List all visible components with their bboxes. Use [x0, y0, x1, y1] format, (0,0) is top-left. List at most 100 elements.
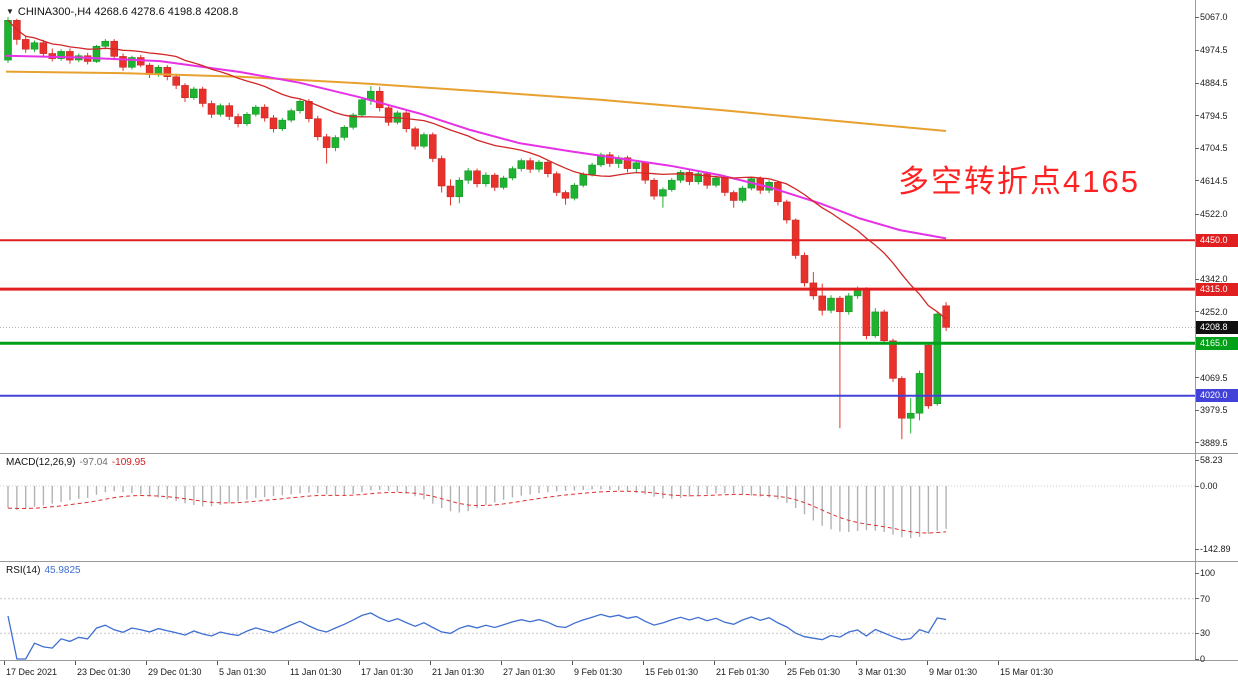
candle-body	[340, 127, 349, 138]
macd-histogram	[7, 486, 947, 539]
macd-indicator-label: MACD(12,26,9) -97.04 -109.95	[6, 457, 150, 468]
ma-medium-line	[5, 54, 947, 240]
rsi-axis-label: 100	[1200, 568, 1216, 578]
candle-body	[499, 177, 508, 188]
price-axis-tick	[1195, 442, 1199, 444]
price-axis-tick	[1195, 213, 1199, 215]
candle-body	[269, 117, 278, 130]
rsi-line	[7, 612, 947, 660]
price-axis-label: 4522.0	[1200, 209, 1228, 220]
main-chart-plot[interactable]	[0, 0, 1196, 453]
candle-body	[402, 112, 411, 130]
candle-body	[181, 85, 189, 98]
rsi-axis-tick	[1195, 658, 1199, 660]
price-axis-label: 4069.5	[1200, 372, 1228, 383]
candle-body	[774, 182, 782, 203]
date-tick	[927, 661, 928, 665]
price-axis-label: 4884.5	[1200, 78, 1228, 89]
candle-body	[491, 174, 499, 188]
ma-slow-line	[5, 70, 947, 132]
annotation-text[interactable]: 多空转折点4165	[898, 164, 1140, 199]
candle-body	[570, 184, 579, 199]
macd-axis-label: 0.00	[1200, 481, 1218, 491]
candle-body	[676, 171, 685, 181]
candle-body	[906, 412, 915, 419]
panel-separator	[0, 453, 1238, 454]
candle-body	[296, 101, 304, 111]
macd-value-signal: -109.95	[111, 457, 146, 468]
candle-body	[57, 51, 65, 59]
candle-body	[39, 42, 48, 54]
candle-body	[446, 185, 455, 198]
panel-separator	[0, 660, 1238, 661]
candle-body	[517, 160, 526, 169]
candle-body	[544, 161, 552, 174]
candle-body	[659, 189, 667, 197]
date-tick	[75, 661, 76, 665]
rsi-indicator-label: RSI(14) 45.9825	[6, 565, 85, 576]
candle-body	[535, 161, 543, 170]
candle-body	[915, 373, 924, 414]
candle-body	[721, 177, 729, 193]
date-label: 9 Mar 01:30	[929, 667, 978, 677]
candle-body	[260, 106, 269, 119]
date-tick	[785, 661, 786, 665]
rsi-panel-plot[interactable]	[0, 562, 1196, 660]
candle-body	[322, 136, 331, 148]
candle-body	[871, 311, 880, 337]
candle-body	[862, 289, 871, 336]
price-axis-tick	[1195, 278, 1199, 280]
candle-body	[234, 116, 242, 124]
price-axis-tick	[1195, 377, 1199, 379]
candle-body	[606, 154, 614, 164]
symbol-ohlc-label: CHINA300-,H4 4268.6 4278.6 4198.8 4208.8	[17, 6, 239, 18]
candle-body	[933, 313, 942, 404]
date-label: 21 Feb 01:30	[716, 667, 770, 677]
symbol-dropdown-icon[interactable]: ▼	[6, 7, 14, 16]
symbol-info: ▼ CHINA300-,H4 4268.6 4278.6 4198.8 4208.…	[6, 6, 238, 18]
macd-signal-line	[7, 490, 947, 534]
macd-value-main: -97.04	[79, 457, 108, 468]
candle-body	[30, 42, 39, 50]
price-axis-label: 4794.5	[1200, 110, 1228, 121]
candle-body	[685, 171, 694, 182]
price-axis-tick	[1195, 147, 1199, 149]
price-axis-tick	[1195, 49, 1199, 51]
candle-body	[429, 134, 437, 159]
candle-body	[703, 173, 711, 186]
candle-body	[924, 344, 933, 407]
candle-body	[314, 118, 322, 138]
rsi-axis-tick	[1195, 572, 1199, 574]
rsi-axis-label: 0	[1200, 654, 1206, 664]
candle-body	[818, 295, 826, 311]
price-axis-label: 3889.5	[1200, 437, 1228, 448]
price-axis-label: 4974.5	[1200, 45, 1228, 56]
price-badge: 4208.8	[1196, 320, 1238, 334]
candle-body	[526, 160, 534, 170]
date-tick	[501, 661, 502, 665]
price-axis-label: 4614.5	[1200, 175, 1228, 186]
date-label: 17 Jan 01:30	[361, 667, 414, 677]
price-axis-label: 5067.0	[1200, 12, 1228, 22]
time-axis[interactable]: 17 Dec 2021 23 Dec 01:30 29 Dec 01:30 5 Jan…	[0, 661, 1238, 689]
price-badge: 4020.0	[1196, 389, 1238, 403]
price-axis-tick	[1195, 409, 1199, 411]
date-label: 15 Mar 01:30	[1000, 667, 1054, 677]
rsi-axis-tick	[1195, 632, 1199, 634]
candle-body	[119, 56, 127, 68]
macd-panel-plot[interactable]	[0, 454, 1196, 561]
candle-body	[358, 99, 366, 116]
candle-body	[172, 76, 180, 86]
candle-body	[101, 40, 110, 47]
date-label: 21 Jan 01:30	[432, 667, 485, 677]
price-axis-tick	[1195, 16, 1199, 18]
candle-body	[4, 20, 12, 61]
date-tick	[856, 661, 857, 665]
candle-body	[287, 110, 295, 121]
price-axis-tick	[1195, 115, 1199, 117]
price-axis[interactable]: 5067.0 4974.5 4884.5 4794.5 4704.5 4614.5 4522…	[1194, 0, 1238, 664]
axis-separator	[1195, 0, 1196, 661]
candle-body	[349, 114, 357, 128]
date-label: 9 Feb 01:30	[574, 667, 623, 677]
